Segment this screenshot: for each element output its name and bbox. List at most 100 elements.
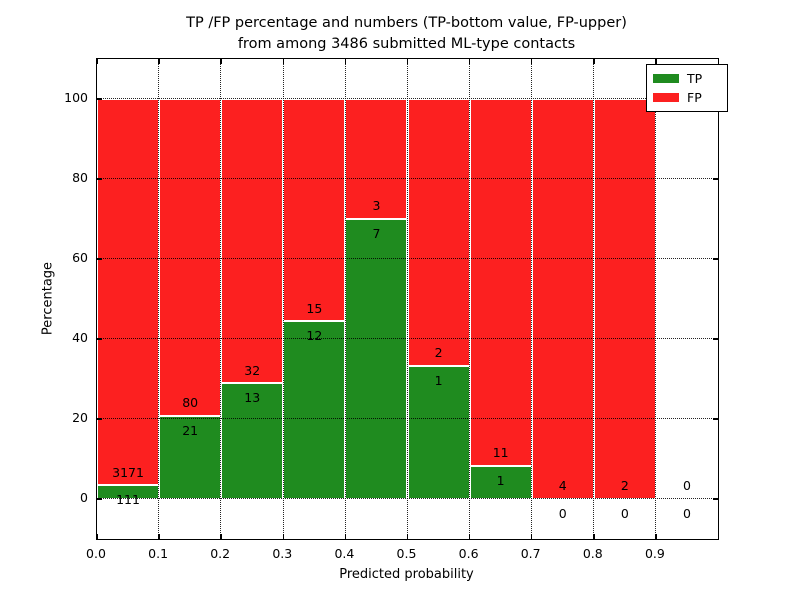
tp-count-label: 7 bbox=[372, 225, 381, 241]
x-tick-top bbox=[593, 59, 595, 64]
y-tick-right bbox=[713, 258, 718, 260]
x-tick-bottom bbox=[468, 534, 471, 539]
x-gridline bbox=[406, 59, 408, 539]
bar-fp-segment bbox=[345, 99, 408, 219]
bar-tp-segment bbox=[345, 219, 408, 499]
y-tick-right bbox=[713, 338, 718, 340]
y-tick-left bbox=[97, 258, 102, 260]
fp-count-label: 0 bbox=[682, 478, 691, 494]
x-gridline bbox=[344, 59, 346, 539]
x-tick-label: 0.5 bbox=[396, 546, 417, 561]
x-tick-label: 0.3 bbox=[272, 546, 293, 561]
bar-fp-segment bbox=[469, 99, 532, 466]
bar-tp-segment bbox=[159, 415, 222, 499]
y-tick-left bbox=[97, 418, 102, 420]
x-tick-bottom bbox=[406, 534, 409, 539]
y-tick-right bbox=[713, 178, 718, 180]
x-gridline bbox=[530, 59, 532, 539]
tp-count-label: 0 bbox=[682, 505, 691, 521]
y-tick-left bbox=[97, 338, 102, 340]
tp-color-swatch bbox=[653, 74, 679, 83]
bar-tp-segment bbox=[469, 465, 532, 499]
bar-fp-segment bbox=[593, 99, 656, 499]
legend-label-tp: TP bbox=[687, 70, 703, 86]
x-tick-label: 0.2 bbox=[210, 546, 231, 561]
x-gridline bbox=[593, 59, 595, 539]
y-tick-label: 20 bbox=[72, 410, 88, 425]
x-tick-bottom bbox=[530, 534, 533, 539]
x-tick-bottom bbox=[96, 534, 98, 539]
x-gridline bbox=[282, 59, 284, 539]
fp-color-swatch bbox=[653, 93, 679, 102]
fp-count-label: 32 bbox=[244, 362, 261, 378]
bar-tp-segment bbox=[221, 383, 284, 499]
chart-title-line1: TP /FP percentage and numbers (TP-bottom… bbox=[186, 15, 627, 31]
tp-count-label: 1 bbox=[496, 472, 505, 488]
tp-count-label: 0 bbox=[620, 505, 629, 521]
x-gridline bbox=[655, 59, 657, 539]
plot-area: 3171 111 80 21 32 13 15 12 3 7 2 1 11 1 4 0 2 0 0 0 bbox=[96, 58, 719, 540]
y-tick-label: 60 bbox=[72, 250, 88, 265]
x-tick-bottom bbox=[282, 534, 285, 539]
tp-count-label: 21 bbox=[182, 422, 199, 438]
y-axis-label: Percentage bbox=[40, 261, 56, 336]
fp-count-label: 2 bbox=[434, 344, 443, 360]
x-gridline bbox=[468, 59, 470, 539]
y-tick-right bbox=[713, 418, 718, 420]
legend-entry-fp: FP bbox=[653, 88, 721, 107]
bar-fp-segment bbox=[407, 99, 470, 366]
fp-count-label: 3 bbox=[372, 198, 381, 214]
y-tick-label: 40 bbox=[72, 330, 88, 345]
x-tick-top bbox=[158, 59, 160, 64]
x-axis-label: Predicted probability bbox=[339, 567, 474, 582]
tp-count-label: 0 bbox=[558, 505, 567, 521]
y-tick-right bbox=[713, 498, 718, 500]
fp-count-label: 3171 bbox=[112, 464, 144, 480]
bar-fp-segment bbox=[97, 99, 160, 486]
x-tick-bottom bbox=[593, 534, 595, 539]
chart-title-line2: from among 3486 submitted ML-type contac… bbox=[237, 36, 576, 52]
y-tick-left bbox=[97, 498, 102, 500]
fp-count-label: 2 bbox=[620, 478, 629, 494]
fp-count-label: 80 bbox=[182, 395, 199, 411]
bar-fp-segment bbox=[159, 99, 222, 416]
x-gridline bbox=[158, 59, 160, 539]
x-tick-label: 0.0 bbox=[86, 546, 106, 561]
fp-count-label: 4 bbox=[558, 478, 567, 494]
tp-count-label: 13 bbox=[244, 390, 261, 406]
bar-tp-segment bbox=[283, 321, 346, 499]
x-tick-top bbox=[344, 59, 347, 64]
tp-count-label: 12 bbox=[306, 328, 323, 344]
x-tick-label: 0.1 bbox=[148, 546, 169, 561]
fp-count-label: 15 bbox=[306, 300, 323, 316]
x-tick-label: 0.7 bbox=[520, 546, 541, 561]
x-tick-bottom bbox=[220, 534, 222, 539]
x-tick-label: 0.6 bbox=[458, 546, 479, 561]
x-tick-label: 0.9 bbox=[644, 546, 665, 561]
tp-count-label: 111 bbox=[116, 492, 140, 508]
tp-count-label: 1 bbox=[434, 372, 443, 388]
x-tick-label: 0.4 bbox=[334, 546, 355, 561]
x-tick-top bbox=[530, 59, 533, 64]
x-tick-bottom bbox=[158, 534, 160, 539]
x-tick-bottom bbox=[655, 534, 657, 539]
bar-fp-segment bbox=[221, 99, 284, 384]
y-tick-label: 0 bbox=[80, 490, 88, 505]
fp-count-label: 11 bbox=[492, 444, 509, 460]
legend-label-fp: FP bbox=[687, 89, 702, 105]
x-tick-top bbox=[468, 59, 471, 64]
legend-entry-tp: TP bbox=[653, 69, 721, 88]
x-tick-top bbox=[655, 59, 657, 64]
bar-fp-segment bbox=[531, 99, 594, 499]
x-tick-top bbox=[282, 59, 285, 64]
legend: TP FP bbox=[646, 64, 728, 112]
x-tick-label: 0.8 bbox=[582, 546, 603, 561]
y-tick-left bbox=[97, 178, 102, 180]
x-tick-top bbox=[220, 59, 222, 64]
x-tick-top bbox=[96, 59, 98, 64]
bar-fp-segment bbox=[283, 99, 346, 322]
y-tick-label: 80 bbox=[72, 170, 88, 185]
y-tick-label: 100 bbox=[64, 90, 88, 105]
x-tick-bottom bbox=[344, 534, 347, 539]
